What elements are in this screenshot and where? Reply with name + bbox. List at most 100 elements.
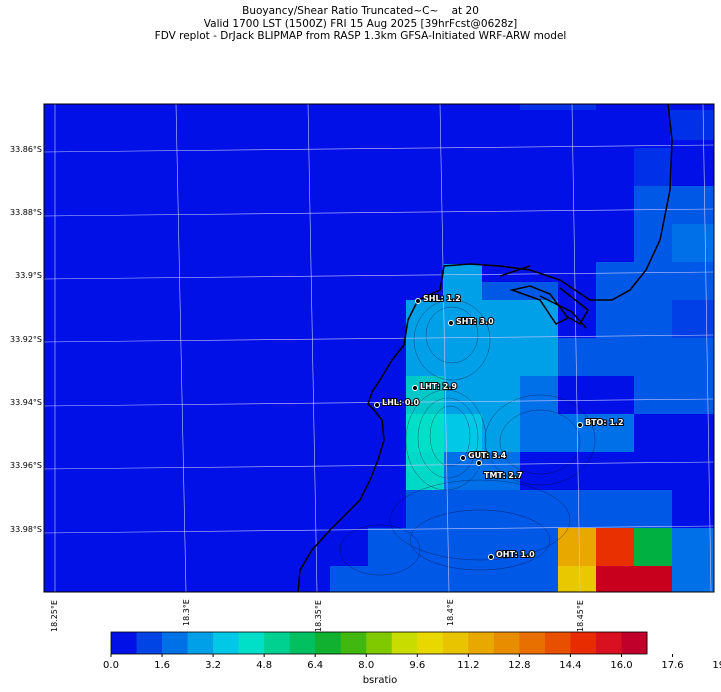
- field-cell: [670, 110, 714, 140]
- lon-label: 18.25°E: [50, 600, 59, 632]
- colorbar-tick-label: 17.6: [661, 660, 684, 671]
- colorbar-label: bsratio: [362, 675, 398, 686]
- colorbar-swatch: [442, 632, 469, 654]
- field-cell: [558, 490, 672, 528]
- coastline: [297, 104, 673, 592]
- site-label-bto: BTO: 1.2: [585, 418, 624, 427]
- colorbar-tick-label: 8.0: [358, 660, 375, 671]
- site-marker: [448, 320, 454, 326]
- colorbar-swatch: [340, 632, 367, 654]
- field-cell: [596, 262, 714, 300]
- terrain-contours: [339, 299, 596, 576]
- lon-label: 18.4°E: [446, 599, 455, 626]
- colorbar-tick-label: 19.2: [712, 660, 721, 671]
- lat-label: 33.94°S: [10, 398, 42, 407]
- field-cell: [672, 186, 714, 224]
- field-cell: [406, 376, 444, 414]
- colorbar-swatch: [111, 632, 138, 654]
- colorbar-tick-label: 3.2: [205, 660, 222, 671]
- colorbar-tick-label: 4.8: [256, 660, 273, 671]
- field-cell: [368, 528, 558, 566]
- field-cell: [444, 264, 482, 300]
- site-label-lhl: LHL: 0.0: [382, 398, 419, 407]
- colorbar-swatch: [417, 632, 444, 654]
- field-cell: [444, 452, 520, 490]
- colorbar-tick-label: 1.6: [154, 660, 170, 671]
- colorbar-swatch: [391, 632, 418, 654]
- field-cell: [406, 338, 558, 376]
- field-cell: [558, 528, 596, 566]
- field-cell: [634, 376, 714, 414]
- colorbar-swatch: [621, 632, 648, 654]
- colorbar-swatch: [238, 632, 265, 654]
- lat-label: 33.88°S: [10, 208, 42, 217]
- site-marker: [577, 422, 583, 428]
- colorbar-swatch: [366, 632, 393, 654]
- colorbar-tick-label: 12.8: [508, 660, 531, 671]
- colorbar-swatch: [544, 632, 571, 654]
- lat-label: 33.98°S: [10, 525, 42, 534]
- colorbar-swatch: [136, 632, 163, 654]
- field-cell: [482, 414, 520, 452]
- site-marker: [460, 455, 466, 461]
- colorbar: [110, 631, 674, 657]
- lat-label: 33.96°S: [10, 461, 42, 470]
- colorbar-swatch: [315, 632, 342, 654]
- colorbar-swatch: [187, 632, 214, 654]
- site-label-oht: OHT: 1.0: [496, 550, 535, 559]
- chart-title: Buoyancy/Shear Ratio Truncated~C~ at 20 …: [0, 5, 721, 43]
- lat-label: 33.86°S: [10, 145, 42, 154]
- lon-label: 18.45°E: [576, 600, 585, 632]
- colorbar-swatch: [595, 632, 622, 654]
- title-line-2: Valid 1700 LST (1500Z) FRI 15 Aug 2025 […: [203, 17, 518, 30]
- field-cell: [634, 186, 672, 262]
- lon-label: 18.3°E: [182, 599, 191, 626]
- site-label-sht: SHT: 3.0: [456, 317, 494, 326]
- field-cell: [482, 282, 558, 300]
- field-cell: [672, 566, 714, 592]
- plot-frame: [43, 103, 715, 593]
- field-cell: [634, 148, 672, 186]
- lat-label: 33.9°S: [15, 271, 42, 280]
- harbour-walls: [499, 265, 589, 329]
- field-cell: [330, 566, 558, 592]
- field-cell: [520, 104, 596, 110]
- field-cell: [672, 528, 714, 566]
- field-cell: [558, 566, 596, 592]
- title-line-1: Buoyancy/Shear Ratio Truncated~C~ at 20: [242, 5, 479, 17]
- colorbar-frame: [110, 631, 648, 655]
- lat-label: 33.92°S: [10, 335, 42, 344]
- colorbar-swatch: [162, 632, 189, 654]
- colorbar-tick-label: 14.4: [559, 660, 582, 671]
- site-label-gut: GUT: 3.4: [468, 451, 507, 460]
- colorbar-swatch: [493, 632, 520, 654]
- field-cell: [596, 566, 672, 592]
- field-cell: [406, 452, 444, 490]
- colorbar-swatch: [570, 632, 597, 654]
- site-marker: [374, 402, 380, 408]
- field-cell: [444, 414, 482, 452]
- site-label-shl: SHL: 1.2: [423, 294, 461, 303]
- field-cell: [406, 490, 558, 528]
- colorbar-tick-label: 16.0: [610, 660, 633, 671]
- site-marker: [476, 460, 482, 466]
- colorbar-tick-label: 9.6: [409, 660, 426, 671]
- colorbar-swatch: [289, 632, 316, 654]
- colorbar-swatch: [264, 632, 291, 654]
- lon-label: 18.35°E: [314, 600, 323, 632]
- field-cell: [634, 528, 672, 566]
- field-cell: [672, 300, 714, 338]
- site-markers: [374, 298, 583, 560]
- colorbar-swatch: [468, 632, 495, 654]
- colorbar-swatch: [519, 632, 546, 654]
- site-label-lht: LHT: 2.9: [420, 382, 457, 391]
- site-label-tmt: TMT: 2.7: [484, 471, 523, 480]
- colorbar-tick-label: 0.0: [103, 660, 119, 671]
- site-labels: SHL: 1.2 SHT: 3.0 LHT: 2.9 LHL: 0.0 BTO:…: [381, 293, 625, 560]
- colorbar-swatch: [213, 632, 240, 654]
- colorbar-tick-label: 11.2: [457, 660, 480, 671]
- site-marker: [412, 385, 418, 391]
- site-marker: [415, 298, 421, 304]
- colorbar-tick-label: 6.4: [307, 660, 324, 671]
- graticule: [44, 104, 714, 592]
